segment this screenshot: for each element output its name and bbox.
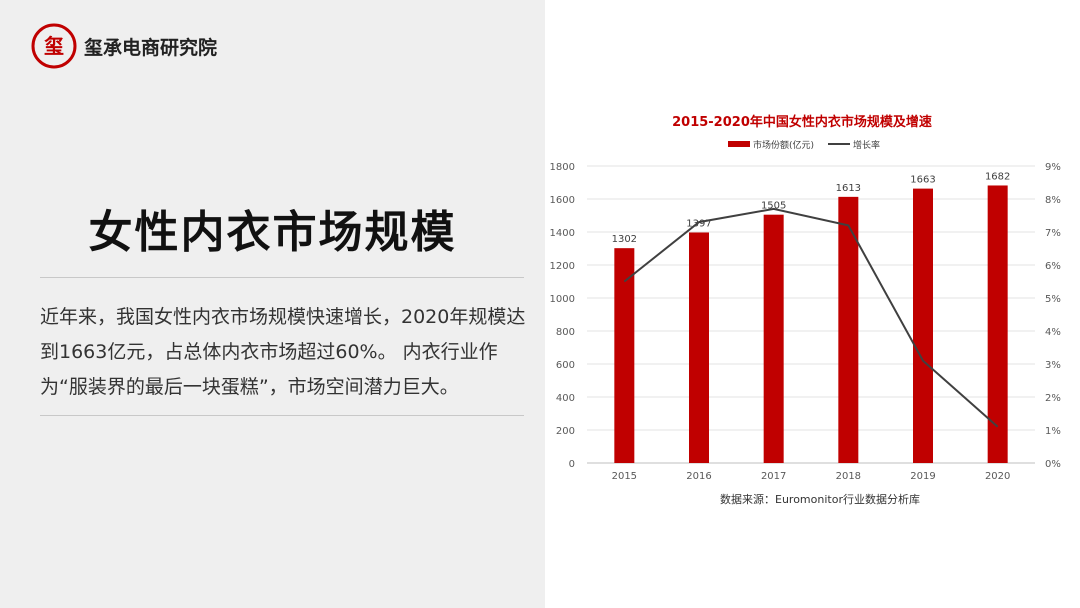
- y-right-tick-label: 2%: [1045, 393, 1061, 404]
- divider-bottom: [40, 415, 524, 416]
- bar-value-label: 1505: [761, 201, 786, 212]
- brand-name: 玺承电商研究院: [84, 36, 218, 59]
- page-heading: 女性内衣市场规模: [88, 207, 457, 258]
- y-right-tick-label: 6%: [1045, 261, 1061, 272]
- chart-source: 数据来源：Euromonitor行业数据分析库: [720, 492, 920, 506]
- seal-glyph: 玺: [44, 34, 64, 58]
- chart-panel: 2015-2020年中国女性内衣市场规模及增速 市场份额(亿元) 增长率 130…: [545, 0, 1080, 608]
- legend-bar-swatch: [728, 141, 750, 147]
- y-left-tick-label: 600: [556, 360, 575, 371]
- y-right-tick-label: 4%: [1045, 327, 1061, 338]
- bar-value-label: 1682: [985, 171, 1010, 182]
- seal-logo-icon: 玺: [31, 23, 77, 69]
- y-left-tick-label: 400: [556, 393, 575, 404]
- chart-title: 2015-2020年中国女性内衣市场规模及增速: [672, 114, 932, 130]
- x-tick-label: 2017: [761, 471, 786, 482]
- x-tick-label: 2015: [612, 471, 637, 482]
- y-right-tick-label: 8%: [1045, 195, 1061, 206]
- chart-grid: [587, 165, 1035, 464]
- divider-top: [40, 277, 524, 278]
- legend-bar-label: 市场份额(亿元): [753, 139, 814, 151]
- y-left-tick-label: 1400: [550, 228, 575, 239]
- y-right-tick-label: 1%: [1045, 426, 1061, 437]
- bar: [913, 188, 933, 464]
- bar: [838, 196, 859, 464]
- legend-line-label: 增长率: [853, 139, 880, 151]
- x-tick-label: 2016: [686, 471, 711, 482]
- x-tick-label: 2019: [910, 471, 935, 482]
- y-left-tick-label: 200: [556, 426, 575, 437]
- y-left-tick-label: 1600: [550, 195, 575, 206]
- y-right-tick-label: 7%: [1045, 228, 1061, 239]
- bar-value-label: 1397: [686, 218, 711, 229]
- x-tick-label: 2018: [836, 471, 861, 482]
- market-size-chart: 2015-2020年中国女性内衣市场规模及增速 市场份额(亿元) 增长率 130…: [550, 114, 1061, 506]
- y-right-tick-label: 0%: [1045, 459, 1061, 470]
- bar: [763, 214, 784, 463]
- bar: [987, 185, 1008, 463]
- bar-value-label: 1663: [910, 175, 935, 186]
- y-right-tick-label: 5%: [1045, 294, 1061, 305]
- description-paragraph: 近年来，我国女性内衣市场规模快速增长，2020年规模达到1663亿元，占总体内衣…: [40, 306, 526, 398]
- y-left-tick-label: 1800: [550, 162, 575, 173]
- growth-rate-line: [623, 207, 999, 428]
- chart-line: [623, 207, 999, 428]
- bar-value-label: 1302: [612, 234, 637, 245]
- y-left-tick-label: 800: [556, 327, 575, 338]
- chart-axes: 0 200 400 600 800 1000 1200 1400 1600 1800 0% 1% 2% 3…: [550, 162, 1061, 482]
- y-left-tick-label: 0: [569, 459, 575, 470]
- bar: [689, 232, 709, 463]
- bar-value-label: 1613: [836, 183, 861, 194]
- y-right-tick-label: 9%: [1045, 162, 1061, 173]
- y-left-tick-label: 1200: [550, 261, 575, 272]
- x-tick-label: 2020: [985, 471, 1010, 482]
- y-left-tick-label: 1000: [550, 294, 575, 305]
- brand-logo: 玺 玺承电商研究院: [30, 22, 217, 70]
- y-right-tick-label: 3%: [1045, 360, 1061, 371]
- bar: [614, 248, 635, 463]
- chart-bars: 1302 1397 1505 1613 1663 1682: [612, 171, 1010, 464]
- chart-legend: 市场份额(亿元) 增长率: [728, 139, 880, 151]
- left-panel: 玺 玺承电商研究院 女性内衣市场规模 近年来，我国女性内衣市场规模快速增长，20…: [0, 0, 545, 608]
